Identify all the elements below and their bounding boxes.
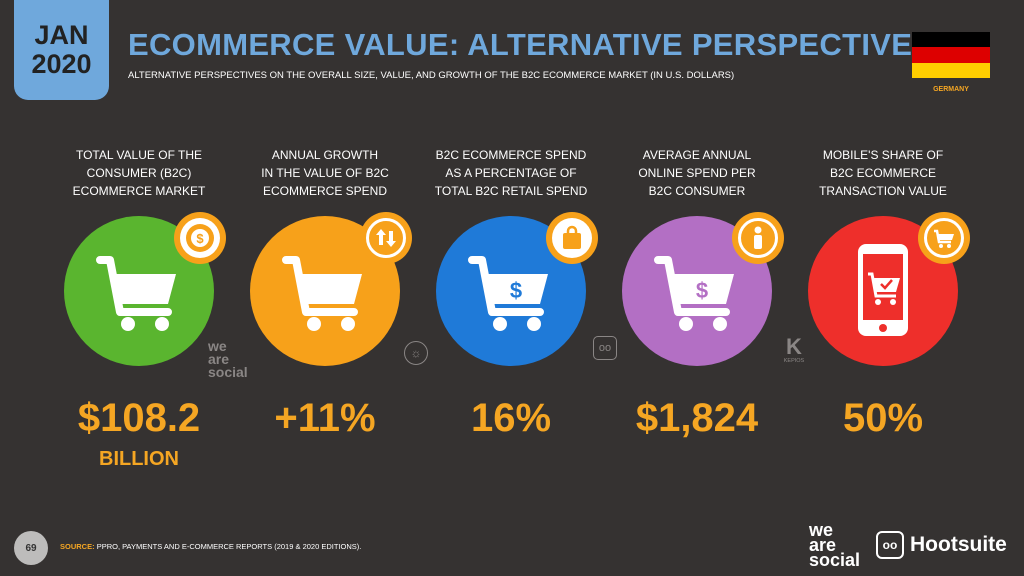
we-are-social-watermark: we are social xyxy=(208,338,248,380)
page-number: 69 xyxy=(14,531,48,565)
cart-dollar-icon: $ xyxy=(654,256,734,331)
badge: $ xyxy=(174,212,226,264)
hootsuite-wordmark: Hootsuite xyxy=(910,533,1007,556)
lightbulb-icon: ☼ xyxy=(404,341,428,365)
metric-label: MOBILE'S SHARE OF B2C ECOMMERCE TRANSACT… xyxy=(819,148,947,198)
badge xyxy=(360,212,412,264)
date-badge: JAN 2020 xyxy=(14,0,109,100)
we-are-social-logo: we are social xyxy=(809,520,861,570)
metric-value: $1,824 xyxy=(635,396,759,440)
badge xyxy=(546,212,598,264)
shopping-bag-icon xyxy=(563,225,581,249)
date-year: 2020 xyxy=(31,49,92,79)
mobile-cart-icon xyxy=(858,244,908,336)
metric-value: 50% xyxy=(842,396,924,440)
hootsuite-owl-icon: oo xyxy=(876,531,904,559)
kepios-watermark: K KEPIOS xyxy=(780,334,808,365)
up-down-arrows-icon xyxy=(376,229,396,247)
metric-unit: BILLION xyxy=(99,448,179,470)
cart-icon xyxy=(96,256,176,331)
date-month: JAN xyxy=(34,20,89,50)
metric-value: $108.2 xyxy=(77,396,201,440)
person-icon xyxy=(754,226,762,249)
cart-dollar-icon: $ xyxy=(468,256,548,331)
metric-value: +11% xyxy=(274,396,376,440)
source-note: SOURCE: PPRO, PAYMENTS AND E-COMMERCE RE… xyxy=(60,542,361,551)
cart-circle: $ xyxy=(622,212,784,366)
cart-circle: $ xyxy=(64,212,226,366)
cart-icon xyxy=(934,229,954,248)
svg-text:$: $ xyxy=(696,278,708,303)
cart-circle xyxy=(250,212,412,366)
flag-stripe-red xyxy=(912,47,990,63)
metric-label: TOTAL VALUE OF THE CONSUMER (B2C) ECOMME… xyxy=(72,148,206,198)
svg-text:$: $ xyxy=(196,231,204,246)
germany-flag-icon xyxy=(912,32,990,78)
hootsuite-owl-icon: oo xyxy=(593,336,617,360)
page-subtitle: ALTERNATIVE PERSPECTIVES ON THE OVERALL … xyxy=(128,70,735,81)
source-label: SOURCE: xyxy=(60,542,95,551)
cart-icon xyxy=(282,256,362,331)
metric-value: 16% xyxy=(470,396,552,440)
badge xyxy=(732,212,784,264)
dollar-coin-icon: $ xyxy=(186,224,214,252)
metric-label: B2C ECOMMERCE SPEND AS A PERCENTAGE OF T… xyxy=(434,148,588,198)
hootsuite-logo: oo Hootsuite xyxy=(876,531,1007,559)
kepios-k-icon: K xyxy=(786,334,802,359)
svg-text:$: $ xyxy=(510,278,522,303)
badge xyxy=(918,212,970,264)
flag-stripe-black xyxy=(912,32,990,48)
metric-label: ANNUAL GROWTH IN THE VALUE OF B2C ECOMME… xyxy=(261,148,389,198)
mobile-circle xyxy=(808,212,970,366)
page-title: ECOMMERCE VALUE: ALTERNATIVE PERSPECTIVE… xyxy=(128,27,934,62)
source-text: PPRO, PAYMENTS AND E-COMMERCE REPORTS (2… xyxy=(96,542,362,551)
flag-stripe-gold xyxy=(912,62,990,78)
metric-label: AVERAGE ANNUAL ONLINE SPEND PER B2C CONS… xyxy=(638,148,756,198)
country-label: GERMANY xyxy=(933,86,969,93)
cart-circle: $ xyxy=(436,212,598,366)
